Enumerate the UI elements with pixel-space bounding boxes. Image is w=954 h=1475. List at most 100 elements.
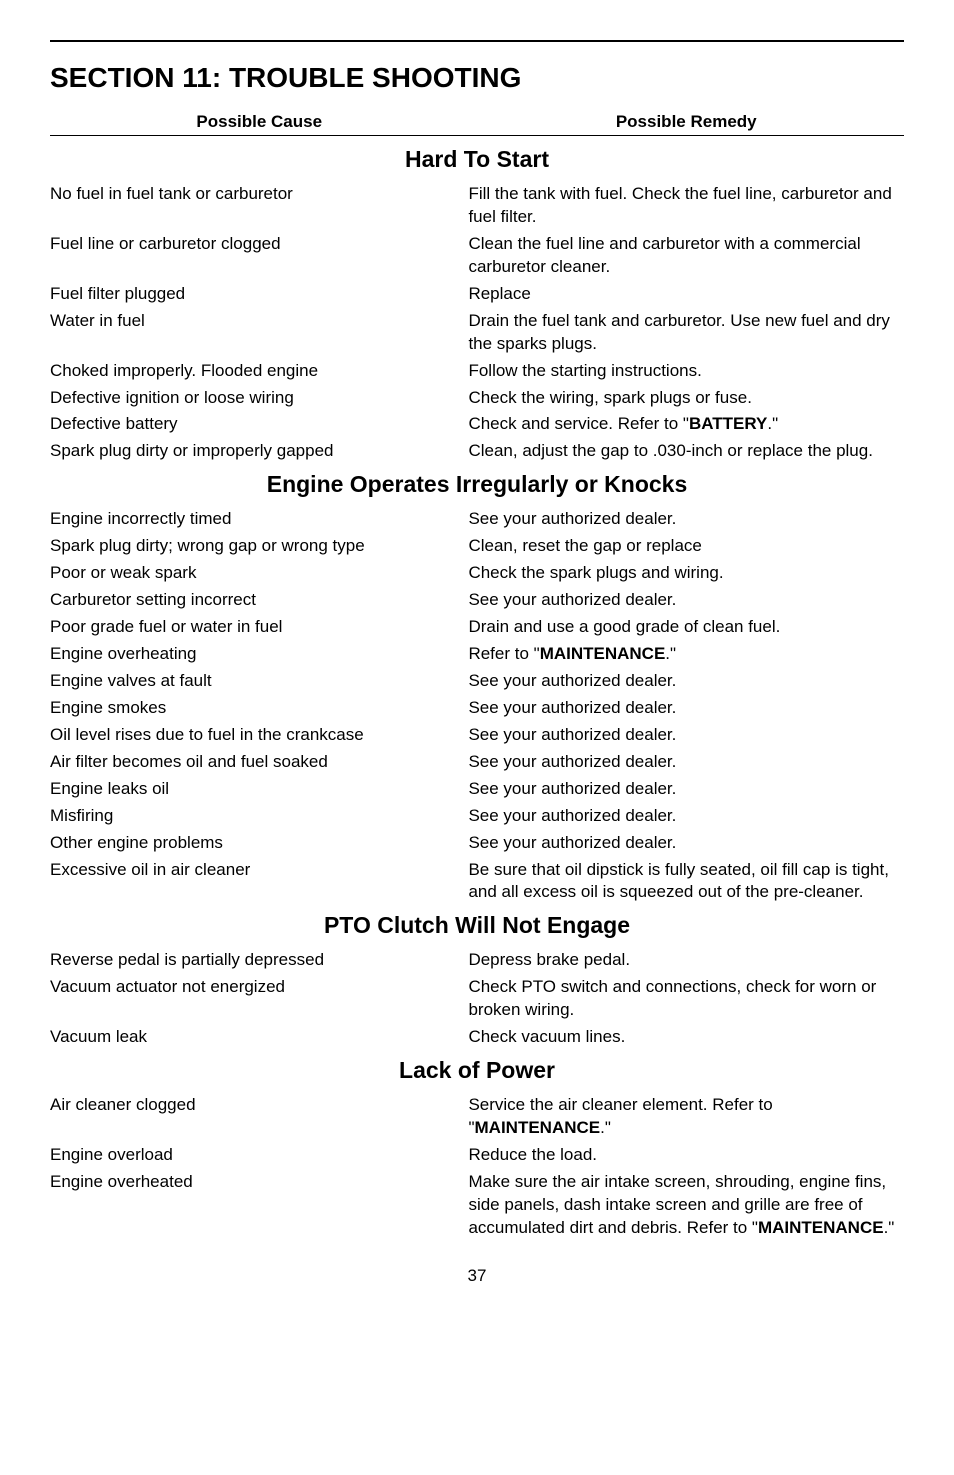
cause-cell: Engine smokes [50, 697, 468, 720]
cause-cell: Excessive oil in air cleaner [50, 859, 468, 905]
table-row: Engine leaks oil See your authorized dea… [50, 778, 904, 801]
cause-cell: Spark plug dirty or improperly gapped [50, 440, 468, 463]
remedy-text-suffix: ." [767, 414, 778, 433]
remedy-cell: Clean, reset the gap or replace [468, 535, 904, 558]
remedy-cell: Check PTO switch and connections, check … [468, 976, 904, 1022]
remedy-cell: Check the wiring, spark plugs or fuse. [468, 387, 904, 410]
remedy-cell: See your authorized dealer. [468, 805, 904, 828]
remedy-cell: Be sure that oil dipstick is fully seate… [468, 859, 904, 905]
cause-cell: Poor grade fuel or water in fuel [50, 616, 468, 639]
remedy-cell: Check the spark plugs and wiring. [468, 562, 904, 585]
table-row: Engine incorrectly timed See your author… [50, 508, 904, 531]
remedy-cell: See your authorized dealer. [468, 751, 904, 774]
table-row: Oil level rises due to fuel in the crank… [50, 724, 904, 747]
cause-cell: Misfiring [50, 805, 468, 828]
cause-cell: Choked improperly. Flooded engine [50, 360, 468, 383]
remedy-cell: Refer to "MAINTENANCE." [468, 643, 904, 666]
table-row: Defective ignition or loose wiring Check… [50, 387, 904, 410]
remedy-cell: Fill the tank with fuel. Check the fuel … [468, 183, 904, 229]
cause-cell: Fuel line or carburetor clogged [50, 233, 468, 279]
cause-cell: Spark plug dirty; wrong gap or wrong typ… [50, 535, 468, 558]
column-header-remedy: Possible Remedy [468, 112, 904, 132]
remedy-cell: Check and service. Refer to "BATTERY." [468, 413, 904, 436]
table-row: Reverse pedal is partially depressed Dep… [50, 949, 904, 972]
remedy-cell: Reduce the load. [468, 1144, 904, 1167]
table-row: Misfiring See your authorized dealer. [50, 805, 904, 828]
cause-cell: Air cleaner clogged [50, 1094, 468, 1140]
table-row: Engine valves at fault See your authoriz… [50, 670, 904, 693]
remedy-cell: Drain and use a good grade of clean fuel… [468, 616, 904, 639]
remedy-text-bold: MAINTENANCE [540, 644, 666, 663]
remedy-cell: Clean the fuel line and carburetor with … [468, 233, 904, 279]
table-row: Vacuum leak Check vacuum lines. [50, 1026, 904, 1049]
cause-cell: Defective battery [50, 413, 468, 436]
table-row: Excessive oil in air cleaner Be sure tha… [50, 859, 904, 905]
table-row: Choked improperly. Flooded engine Follow… [50, 360, 904, 383]
remedy-text-bold: MAINTENANCE [475, 1118, 601, 1137]
heading-engine-operates: Engine Operates Irregularly or Knocks [50, 471, 904, 498]
remedy-cell: See your authorized dealer. [468, 724, 904, 747]
table-row: Vacuum actuator not energized Check PTO … [50, 976, 904, 1022]
cause-cell: Water in fuel [50, 310, 468, 356]
remedy-cell: See your authorized dealer. [468, 508, 904, 531]
cause-cell: Defective ignition or loose wiring [50, 387, 468, 410]
cause-cell: Engine overheated [50, 1171, 468, 1240]
cause-cell: Reverse pedal is partially depressed [50, 949, 468, 972]
column-header-cause: Possible Cause [50, 112, 468, 132]
cause-cell: Oil level rises due to fuel in the crank… [50, 724, 468, 747]
table-row: Other engine problems See your authorize… [50, 832, 904, 855]
cause-cell: Engine overheating [50, 643, 468, 666]
table-row: Spark plug dirty; wrong gap or wrong typ… [50, 535, 904, 558]
table-row: Poor or weak spark Check the spark plugs… [50, 562, 904, 585]
table-row: Engine overheated Make sure the air inta… [50, 1171, 904, 1240]
cause-cell: Vacuum leak [50, 1026, 468, 1049]
remedy-text-suffix: ." [600, 1118, 611, 1137]
page-number: 37 [50, 1266, 904, 1286]
remedy-cell: See your authorized dealer. [468, 589, 904, 612]
remedy-text-prefix: Refer to " [468, 644, 539, 663]
remedy-cell: See your authorized dealer. [468, 697, 904, 720]
remedy-cell: See your authorized dealer. [468, 670, 904, 693]
section-title: SECTION 11: TROUBLE SHOOTING [50, 62, 904, 94]
heading-hard-to-start: Hard To Start [50, 146, 904, 173]
cause-cell: Air filter becomes oil and fuel soaked [50, 751, 468, 774]
table-row: Fuel filter plugged Replace [50, 283, 904, 306]
remedy-cell: Make sure the air intake screen, shroudi… [468, 1171, 904, 1240]
remedy-cell: Depress brake pedal. [468, 949, 904, 972]
table-row: Air cleaner clogged Service the air clea… [50, 1094, 904, 1140]
remedy-cell: Clean, adjust the gap to .030-inch or re… [468, 440, 904, 463]
cause-cell: Engine valves at fault [50, 670, 468, 693]
cause-cell: Vacuum actuator not energized [50, 976, 468, 1022]
remedy-text-bold: MAINTENANCE [758, 1218, 884, 1237]
remedy-cell: See your authorized dealer. [468, 832, 904, 855]
table-row: No fuel in fuel tank or carburetor Fill … [50, 183, 904, 229]
table-row: Engine overload Reduce the load. [50, 1144, 904, 1167]
top-horizontal-rule [50, 40, 904, 42]
remedy-cell: Follow the starting instructions. [468, 360, 904, 383]
table-row: Engine overheating Refer to "MAINTENANCE… [50, 643, 904, 666]
remedy-cell: See your authorized dealer. [468, 778, 904, 801]
cause-cell: Carburetor setting incorrect [50, 589, 468, 612]
table-row: Poor grade fuel or water in fuel Drain a… [50, 616, 904, 639]
remedy-cell: Drain the fuel tank and carburetor. Use … [468, 310, 904, 356]
table-row: Engine smokes See your authorized dealer… [50, 697, 904, 720]
cause-cell: Engine incorrectly timed [50, 508, 468, 531]
cause-cell: Fuel filter plugged [50, 283, 468, 306]
heading-pto-clutch: PTO Clutch Will Not Engage [50, 912, 904, 939]
table-row: Air filter becomes oil and fuel soaked S… [50, 751, 904, 774]
cause-cell: Engine overload [50, 1144, 468, 1167]
table-row: Defective battery Check and service. Ref… [50, 413, 904, 436]
cause-cell: Engine leaks oil [50, 778, 468, 801]
remedy-cell: Check vacuum lines. [468, 1026, 904, 1049]
remedy-text-suffix: ." [884, 1218, 895, 1237]
remedy-text-bold: BATTERY [689, 414, 767, 433]
cause-cell: Other engine problems [50, 832, 468, 855]
table-row: Water in fuel Drain the fuel tank and ca… [50, 310, 904, 356]
remedy-cell: Service the air cleaner element. Refer t… [468, 1094, 904, 1140]
remedy-text-suffix: ." [665, 644, 676, 663]
table-row: Carburetor setting incorrect See your au… [50, 589, 904, 612]
table-row: Spark plug dirty or improperly gapped Cl… [50, 440, 904, 463]
table-row: Fuel line or carburetor clogged Clean th… [50, 233, 904, 279]
heading-lack-of-power: Lack of Power [50, 1057, 904, 1084]
remedy-cell: Replace [468, 283, 904, 306]
